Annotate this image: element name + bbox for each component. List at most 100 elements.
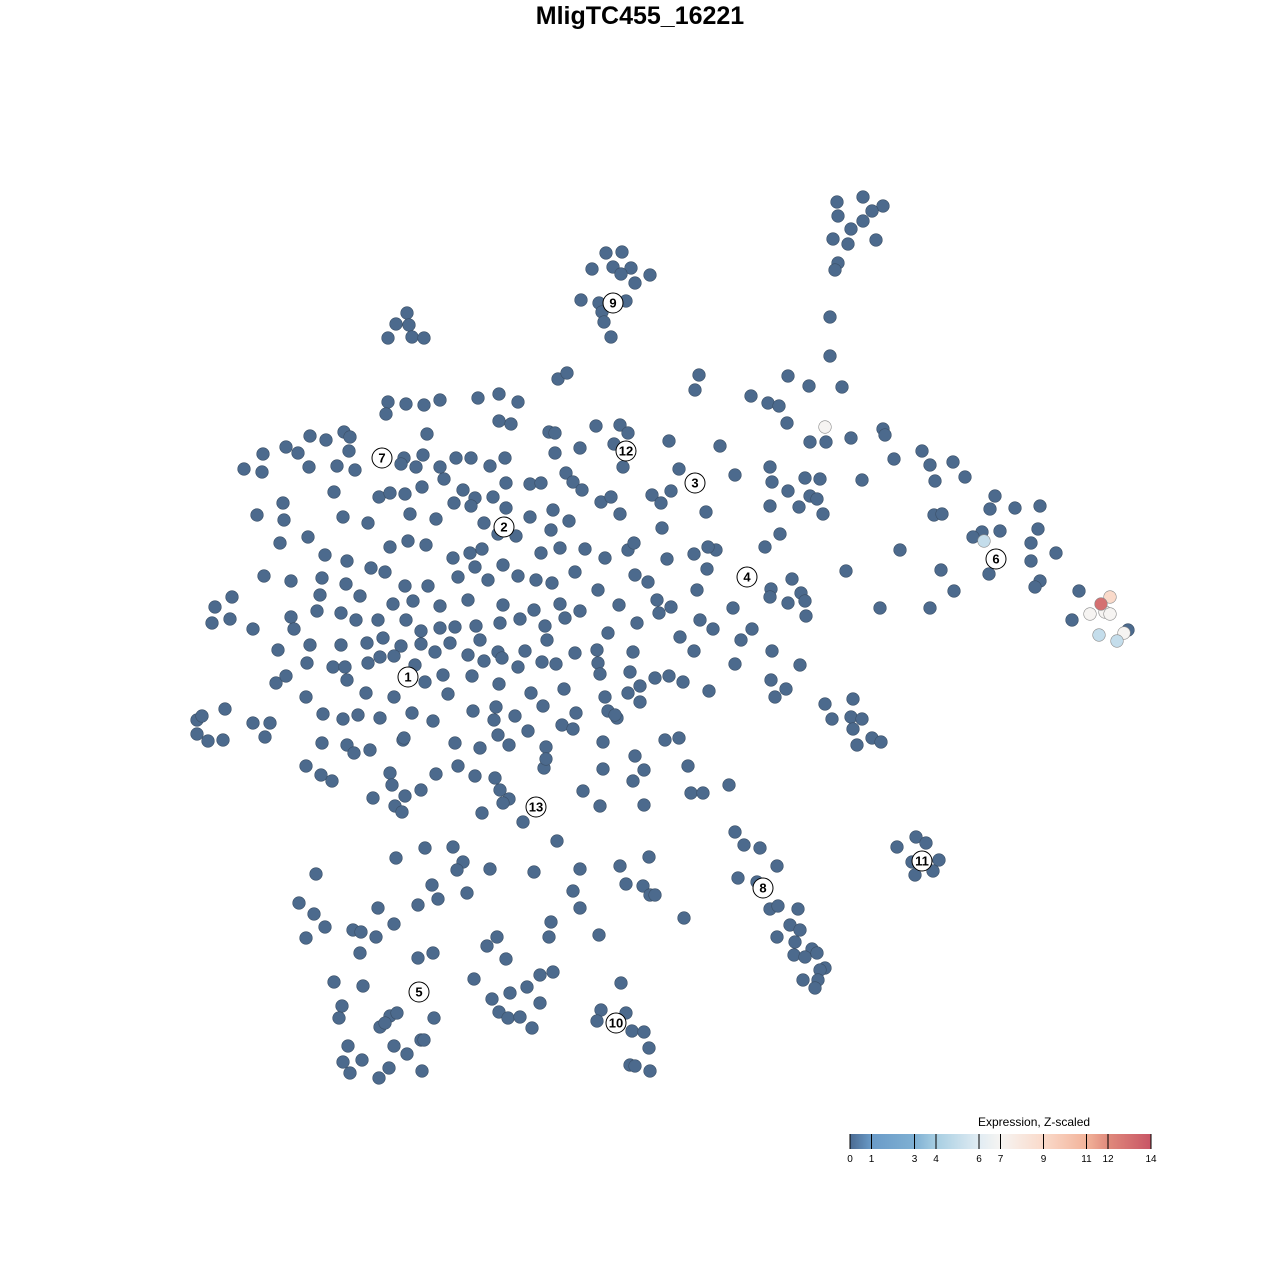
data-point [503,986,517,1000]
data-point [353,589,367,603]
data-point [527,865,541,879]
data-point [772,399,786,413]
cluster-label-badge [684,472,706,494]
data-point [773,527,787,541]
data-point [446,840,460,854]
data-point [246,622,260,636]
data-point [523,477,537,491]
data-point-expressed [1103,590,1117,604]
data-point [641,575,655,589]
data-point [415,1064,429,1078]
data-point [771,899,785,913]
data-point [326,660,340,674]
data-point [398,579,412,593]
data-point [383,540,397,554]
data-point [628,568,642,582]
data-point [389,851,403,865]
chart-title: MligTC455_16221 [535,2,745,30]
data-point [467,972,481,986]
data-point [590,1014,604,1028]
data-point [524,686,538,700]
data-point [332,1011,346,1025]
data-point [650,593,664,607]
data-point [414,637,428,651]
data-point [819,435,833,449]
data-point [433,393,447,407]
data-point [336,510,350,524]
data-point [411,898,425,912]
data-point [433,460,447,474]
data-point [1028,580,1042,594]
data-point [223,612,237,626]
data-point [555,718,569,732]
data-point [590,643,604,657]
data-point [415,480,429,494]
data-point [855,473,869,487]
data-point [218,702,232,716]
data-point [628,1059,642,1073]
data-point [621,426,635,440]
data-point [499,476,513,490]
data-point [433,599,447,613]
data-point [796,973,810,987]
data-point [763,590,777,604]
data-point [257,569,271,583]
data-point [893,543,907,557]
data-point [499,501,513,515]
data-point [386,597,400,611]
data-point [768,690,782,704]
data-point [664,600,678,614]
cluster-label-badge [752,877,774,899]
data-point [258,730,272,744]
data-point [642,1041,656,1055]
data-point [483,862,497,876]
data-point [982,567,996,581]
data-point [539,752,553,766]
data-point [791,902,805,916]
data-point [496,558,510,572]
data-point [488,771,502,785]
data-point [361,516,375,530]
data-point [490,930,504,944]
data-point [1033,499,1047,513]
data-point [693,613,707,627]
data-point [637,1025,651,1039]
data-point [463,546,477,560]
data-point [599,246,613,260]
data-point [781,369,795,383]
data-point [378,1016,392,1030]
data-point [637,763,651,777]
data-point [511,395,525,409]
data-point [319,433,333,447]
data-point [371,613,385,627]
data-point [643,268,657,282]
data-point [692,368,706,382]
data-point [366,791,380,805]
data-point [575,483,589,497]
data-point [338,660,352,674]
data-point [387,1039,401,1053]
data-point [633,679,647,693]
data-point [536,699,550,713]
data-point [421,579,435,593]
data-point [496,598,510,612]
data-point [585,262,599,276]
data-point [613,418,627,432]
data-point [576,784,590,798]
data-point [477,516,491,530]
data-point [437,472,451,486]
data-point [394,457,408,471]
data-point [419,538,433,552]
data-point [473,633,487,647]
data-point [700,562,714,576]
data-point [469,619,483,633]
data-point [301,530,315,544]
data-point [597,315,611,329]
data-point [385,778,399,792]
data-point [624,261,638,275]
data-point [513,612,527,626]
cluster-label-badge [408,981,430,1003]
cluster-label-badge [397,666,419,688]
data-point [722,778,736,792]
data-point [330,459,344,473]
